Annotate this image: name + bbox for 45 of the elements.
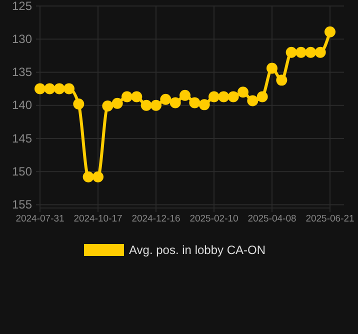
point: [102, 100, 114, 112]
point: [44, 83, 56, 94]
point: [296, 46, 306, 58]
y-tick-label: 155: [12, 198, 32, 212]
x-tick-label: 2025-06-21: [306, 214, 354, 225]
point: [140, 100, 152, 111]
y-tick-label: 125: [12, 0, 32, 13]
legend-label: Avg. pos. in lobby CA-ON: [129, 243, 266, 257]
point: [324, 26, 336, 38]
point: [34, 83, 46, 94]
point: [131, 91, 142, 102]
x-tick-label: 2025-02-10: [190, 214, 238, 225]
y-tick-label: 140: [12, 98, 32, 112]
point: [82, 171, 94, 182]
point: [122, 91, 132, 102]
point: [228, 91, 239, 102]
point: [208, 91, 220, 102]
point: [305, 46, 316, 58]
point: [247, 95, 258, 106]
point: [160, 94, 172, 105]
y-tick-label: 135: [12, 65, 32, 80]
point: [238, 86, 248, 98]
point: [170, 97, 181, 108]
y-tick-label: 150: [12, 164, 32, 178]
point: [276, 74, 288, 86]
point: [92, 171, 104, 182]
x-tick-label: 2024-07-31: [16, 214, 64, 225]
point: [54, 83, 65, 94]
point: [286, 46, 297, 58]
x-tick-label: 2025-04-08: [248, 214, 296, 225]
y-tick-label: 130: [12, 32, 32, 46]
point: [198, 99, 210, 110]
point: [73, 98, 84, 110]
x-tick-label: 2024-10-17: [74, 214, 122, 225]
point: [314, 46, 326, 58]
point: [189, 97, 200, 108]
x-tick-label: 2024-12-16: [132, 214, 180, 225]
point: [150, 100, 162, 111]
point: [180, 90, 190, 101]
point: [112, 98, 123, 109]
y-tick-label: 145: [12, 131, 32, 146]
point: [266, 62, 278, 74]
point: [218, 91, 230, 102]
point: [64, 83, 74, 94]
point: [256, 91, 268, 102]
